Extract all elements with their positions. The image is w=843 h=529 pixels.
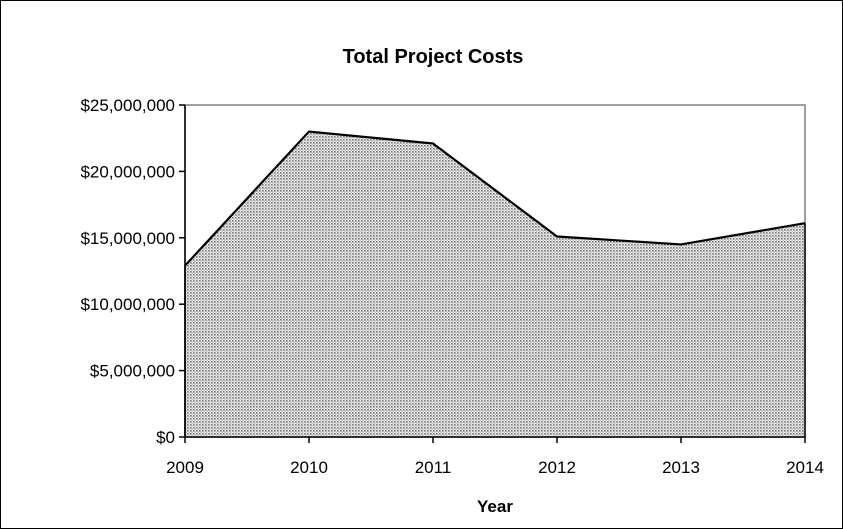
y-tick-label: $0 (156, 428, 175, 447)
area-layer (184, 130, 806, 437)
x-tick-label: 2011 (415, 458, 452, 477)
x-tick-label: 2013 (662, 458, 700, 477)
y-tick-label: $20,000,000 (80, 162, 175, 181)
x-tick-label: 2014 (786, 458, 824, 477)
area-fill (185, 131, 805, 437)
y-tick-label: $15,000,000 (80, 229, 175, 248)
x-axis-title: Year (477, 497, 513, 516)
x-tick-label: 2010 (290, 458, 328, 477)
chart-title: Total Project Costs (343, 46, 524, 68)
x-tick-label: 2012 (538, 458, 576, 477)
y-tick-label: $25,000,000 (80, 96, 175, 115)
axes-layer (179, 104, 806, 443)
y-tick-label: $5,000,000 (90, 362, 175, 381)
y-tick-label: $10,000,000 (80, 295, 175, 314)
x-tick-label: 2009 (166, 458, 204, 477)
tick-labels: $0 $5,000,000 $10,000,000 $15,000,000 $20,00… (80, 96, 823, 477)
series-line (184, 130, 806, 267)
